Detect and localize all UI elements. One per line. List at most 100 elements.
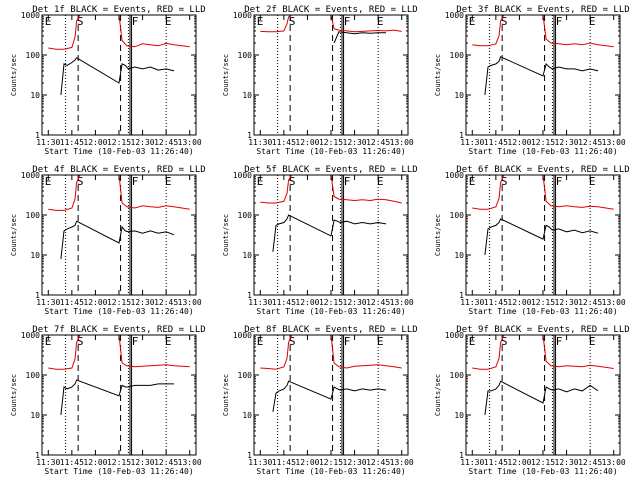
- y-tick-label: 1: [247, 131, 252, 140]
- x-axis-label: Start Time (10-Feb-03 11:26:40): [468, 147, 617, 156]
- marker-letter-f: F: [556, 175, 563, 188]
- x-tick-label: 12:00: [295, 298, 319, 307]
- marker-letter-s: S: [501, 15, 508, 28]
- x-tick-label: 12:00: [295, 458, 319, 467]
- x-tick-label: 13:00: [602, 298, 626, 307]
- marker-letter-e: E: [589, 335, 596, 348]
- y-tick-label: 10: [30, 251, 40, 260]
- marker-letter-s: S: [289, 175, 296, 188]
- marker-letter-e: E: [377, 15, 384, 28]
- y-tick-label: 10: [454, 411, 464, 420]
- events-series-line: [60, 379, 174, 416]
- marker-letter-f: F: [556, 15, 563, 28]
- x-tick-label: 12:30: [343, 458, 367, 467]
- x-tick-label: 13:00: [390, 458, 414, 467]
- y-tick-label: 1000: [233, 171, 252, 180]
- y-axis-label: Counts/sec: [10, 54, 18, 96]
- y-tick-label: 1000: [21, 331, 40, 340]
- y-axis-label: Counts/sec: [222, 374, 230, 416]
- marker-letter-f: F: [556, 335, 563, 348]
- events-series-line: [333, 31, 386, 44]
- lld-series-line: [260, 334, 402, 370]
- marker-letter-e: E: [469, 15, 476, 28]
- x-tick-label: 11:30: [460, 298, 484, 307]
- x-axis-label: Start Time (10-Feb-03 11:26:40): [256, 467, 405, 476]
- x-tick-label: 12:30: [555, 298, 579, 307]
- marker-letter-e: E: [257, 335, 264, 348]
- y-tick-label: 1000: [233, 331, 252, 340]
- marker-letter-f: F: [132, 335, 139, 348]
- lld-series-line: [472, 174, 614, 210]
- y-axis-label: Counts/sec: [222, 214, 230, 256]
- x-axis-label: Start Time (10-Feb-03 11:26:40): [44, 467, 193, 476]
- panel-title: Det 3f BLACK = Events, RED = LLD: [456, 5, 629, 15]
- x-tick-label: 12:15: [319, 298, 343, 307]
- y-axis-label: Counts/sec: [434, 214, 442, 256]
- x-tick-label: 12:45: [578, 458, 602, 467]
- lld-series-line: [472, 334, 614, 370]
- lld-series-line: [48, 14, 190, 50]
- x-tick-label: 13:00: [602, 458, 626, 467]
- x-tick-label: 12:45: [154, 458, 178, 467]
- x-tick-label: 12:15: [319, 458, 343, 467]
- y-tick-label: 100: [26, 371, 41, 380]
- marker-letter-s: S: [77, 15, 84, 28]
- x-tick-label: 12:30: [131, 458, 155, 467]
- y-tick-label: 100: [238, 51, 253, 60]
- x-tick-label: 12:00: [507, 298, 531, 307]
- x-tick-label: 12:15: [107, 138, 131, 147]
- x-tick-label: 11:45: [272, 138, 296, 147]
- x-tick-label: 11:45: [484, 458, 508, 467]
- y-tick-label: 1: [247, 451, 252, 460]
- y-tick-label: 10: [454, 251, 464, 260]
- x-tick-label: 13:00: [602, 138, 626, 147]
- x-tick-label: 12:45: [366, 298, 390, 307]
- marker-letter-e: E: [45, 15, 52, 28]
- y-tick-label: 1000: [21, 171, 40, 180]
- marker-letter-e: E: [589, 15, 596, 28]
- events-series-line: [484, 56, 599, 96]
- x-axis-label: Start Time (10-Feb-03 11:26:40): [44, 147, 193, 156]
- x-tick-label: 12:00: [83, 138, 107, 147]
- events-series-line: [272, 380, 387, 412]
- marker-letter-f: F: [132, 175, 139, 188]
- events-series-line: [272, 214, 387, 252]
- x-tick-label: 11:30: [248, 138, 272, 147]
- y-tick-label: 1: [247, 291, 252, 300]
- x-tick-label: 11:45: [484, 138, 508, 147]
- marker-letter-e: E: [257, 175, 264, 188]
- y-axis-label: Counts/sec: [434, 54, 442, 96]
- marker-letter-e: E: [469, 175, 476, 188]
- marker-letter-e: E: [589, 175, 596, 188]
- y-tick-label: 100: [238, 211, 253, 220]
- x-tick-label: 11:45: [60, 458, 84, 467]
- marker-letter-s: S: [77, 175, 84, 188]
- x-tick-label: 13:00: [390, 138, 414, 147]
- x-tick-label: 12:00: [83, 298, 107, 307]
- marker-letter-e: E: [257, 15, 264, 28]
- x-tick-label: 11:30: [36, 298, 60, 307]
- y-axis-label: Counts/sec: [10, 214, 18, 256]
- y-tick-label: 1000: [21, 11, 40, 20]
- y-tick-label: 1: [35, 451, 40, 460]
- y-axis-label: Counts/sec: [434, 374, 442, 416]
- marker-letter-e: E: [45, 335, 52, 348]
- x-tick-label: 12:45: [578, 138, 602, 147]
- x-tick-label: 11:30: [248, 298, 272, 307]
- x-tick-label: 12:30: [555, 138, 579, 147]
- x-tick-label: 12:30: [131, 138, 155, 147]
- x-tick-label: 12:15: [531, 138, 555, 147]
- marker-letter-f: F: [344, 175, 351, 188]
- marker-letter-e: E: [165, 15, 172, 28]
- y-tick-label: 1000: [445, 11, 464, 20]
- x-tick-label: 11:45: [272, 298, 296, 307]
- x-tick-label: 12:30: [343, 298, 367, 307]
- x-tick-label: 12:30: [131, 298, 155, 307]
